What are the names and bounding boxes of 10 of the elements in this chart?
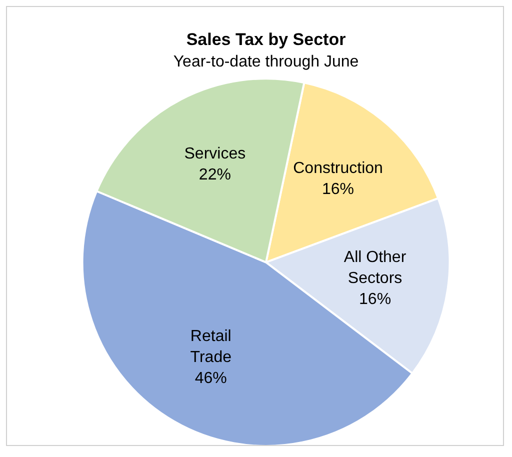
data-label: 22% [198,166,231,184]
slice-label: Construction [293,160,383,177]
slice-label: Retail Trade [190,328,232,366]
chart-title: Sales Tax by Sector [186,30,346,49]
slice-label: Services [184,146,246,163]
data-label: 16% [322,180,354,198]
slice-label: All Other Sectors [344,248,407,287]
data-label: 16% [359,290,392,308]
chart-subtitle: Year-to-date through June [173,53,359,70]
data-label: 46% [194,370,227,388]
